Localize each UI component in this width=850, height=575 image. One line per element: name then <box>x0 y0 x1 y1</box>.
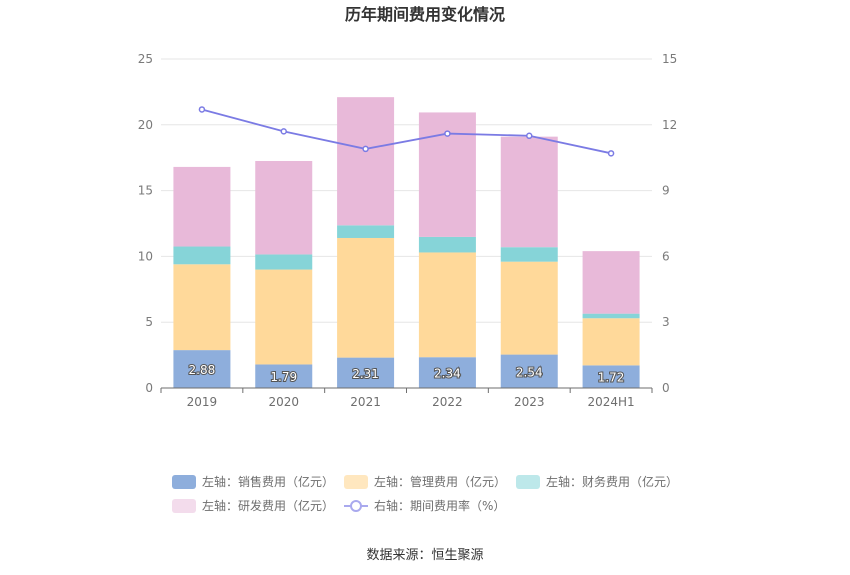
bar-segment <box>500 354 558 388</box>
bar-segment <box>173 264 231 351</box>
bar-segment <box>173 246 231 265</box>
x-tick-label: 2022 <box>432 395 463 409</box>
axes: 0 5 10 15 20 25 0 3 6 9 12 15 2019 2020 2021 2022 2023 20… <box>138 52 678 409</box>
bar-segment <box>173 350 231 388</box>
rate-line-point <box>607 150 615 157</box>
legend-label: 左轴：销售费用（亿元） <box>202 474 334 489</box>
bar-segment <box>255 160 313 255</box>
bar-data-label: 2.88 <box>189 363 216 377</box>
rate-line-path <box>201 108 612 155</box>
legend-swatch <box>172 475 196 489</box>
bar-segment <box>337 97 395 226</box>
legend-label: 左轴：管理费用（亿元） <box>374 474 506 489</box>
legend-label: 右轴：期间费用率（%） <box>374 498 505 513</box>
bar-segment <box>582 251 640 314</box>
x-tick-label: 2021 <box>350 395 381 409</box>
bar-segment <box>500 136 558 248</box>
y-right-tick-label: 9 <box>662 184 670 198</box>
y-right-tick-label: 3 <box>662 315 670 329</box>
y-right-tick-label: 12 <box>662 118 677 132</box>
y-left-tick-label: 0 <box>145 381 153 395</box>
y-left-tick-label: 10 <box>138 249 153 263</box>
bar-segment <box>500 247 558 262</box>
y-left-tick-label: 5 <box>145 315 153 329</box>
rate-line <box>198 106 615 157</box>
rate-line-point <box>526 132 533 140</box>
bar-segment <box>418 252 476 358</box>
bar-segment <box>255 254 313 270</box>
bar-segment <box>337 357 395 388</box>
bar-segment <box>418 357 476 388</box>
y-left-tick-label: 15 <box>138 184 153 198</box>
bar-segment <box>418 236 476 253</box>
legend-marker <box>350 500 362 512</box>
legend-swatch <box>516 475 540 489</box>
y-right-tick-label: 6 <box>662 249 670 263</box>
x-tick-label: 2024H1 <box>587 395 634 409</box>
bar-data-label: 1.79 <box>270 370 297 384</box>
legend: 左轴：销售费用（亿元） 左轴：管理费用（亿元） 左轴：财务费用（亿元） 左轴：研发费用… <box>172 474 678 513</box>
chart-title: 历年期间费用变化情况 <box>345 5 505 24</box>
rate-line-point <box>444 130 451 137</box>
legend-swatch <box>344 475 368 489</box>
data-source: 数据来源：恒生聚源 <box>366 548 483 563</box>
x-tick-label: 2020 <box>268 395 299 409</box>
rate-line-point <box>362 145 369 153</box>
bar-data-label: 2.54 <box>516 365 543 379</box>
y-right-tick-label: 15 <box>662 52 677 66</box>
bar-segment <box>582 318 640 366</box>
y-left-tick-label: 20 <box>138 118 153 132</box>
rate-line-point <box>198 106 206 113</box>
bar-segment <box>337 237 395 358</box>
legend-swatch <box>172 499 196 513</box>
y-left-tick-label: 25 <box>138 52 153 66</box>
bar-data-label: 1.72 <box>598 371 625 385</box>
bar-data-label: 2.31 <box>352 367 379 381</box>
y-right-tick-label: 0 <box>662 381 670 395</box>
bar-segment <box>500 261 558 355</box>
legend-label: 左轴：财务费用（亿元） <box>546 474 678 489</box>
x-tick-label: 2019 <box>187 395 218 409</box>
rate-line-point <box>280 128 287 135</box>
bar-data-label: 2.34 <box>434 367 461 381</box>
bar-segment <box>582 365 640 388</box>
grid-lines <box>161 58 652 323</box>
bars: 2.88 1.79 2.31 2.34 2.54 1.72 <box>173 97 640 388</box>
legend-label: 左轴：研发费用（亿元） <box>202 498 334 513</box>
bar-segment <box>173 166 231 247</box>
bar-segment <box>337 225 395 238</box>
bar-segment <box>582 313 640 319</box>
x-tick-label: 2023 <box>514 395 545 409</box>
bar-segment <box>255 364 313 388</box>
bar-segment <box>255 269 313 365</box>
